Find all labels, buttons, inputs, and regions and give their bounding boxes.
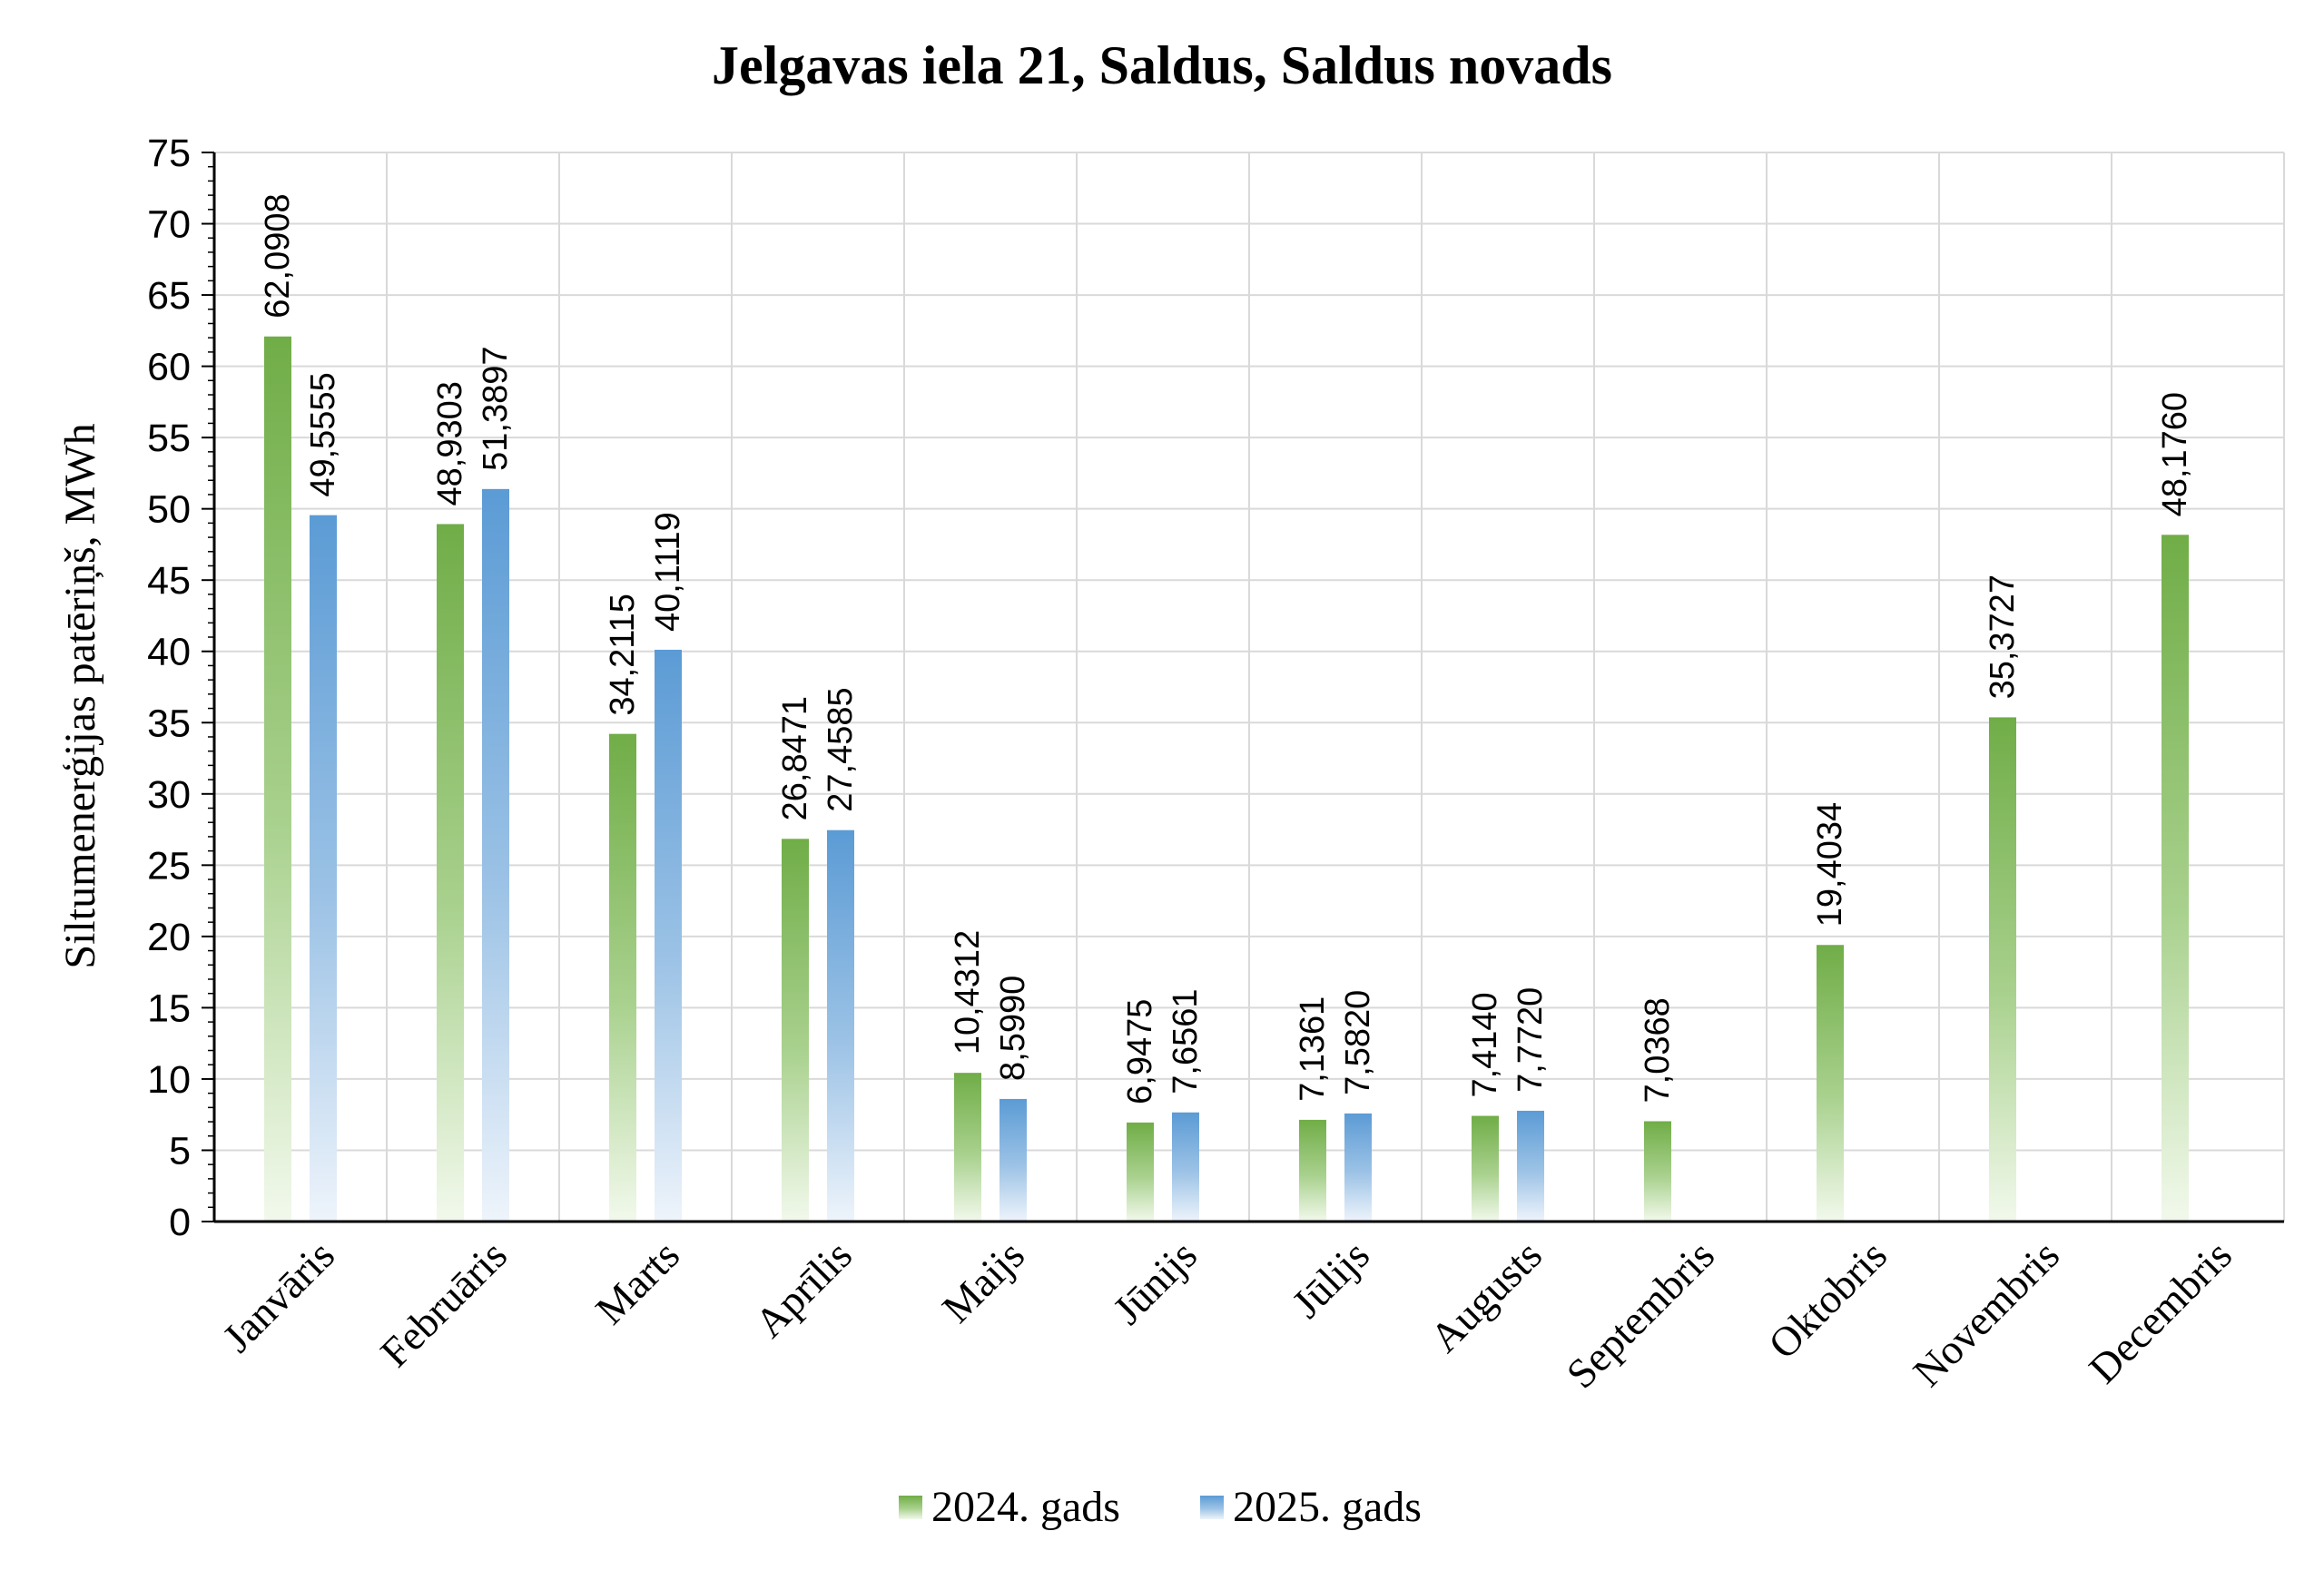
data-label: 7,1361 [1294,996,1332,1102]
y-tick-label: 25 [147,844,191,888]
data-label: 7,4140 [1466,992,1504,1097]
bar-2024 [1989,717,2016,1222]
y-tick-label: 65 [147,274,191,318]
y-tick-label: 15 [147,986,191,1030]
bar-2024 [1644,1121,1671,1222]
y-tick-label: 0 [169,1201,191,1244]
y-tick-label: 55 [147,417,191,460]
data-label: 27,4585 [822,687,860,811]
bar-2024 [1817,945,1844,1222]
legend-label: 2025. gads [1233,1483,1422,1531]
y-tick-label: 20 [147,916,191,959]
bar-2024 [954,1073,981,1222]
bar-2025 [310,515,337,1222]
bar-2024 [1472,1115,1499,1222]
x-category-label: Aprīlis [746,1232,861,1346]
y-tick-label: 40 [147,631,191,674]
x-category-label: Jūlijs [1283,1232,1378,1327]
x-category-label: Novembris [1904,1232,2068,1396]
x-category-label: Oktobris [1759,1232,1896,1368]
legend-label: 2024. gads [931,1483,1120,1531]
y-axis-title: Siltumenerģijas patēriņš, MWh [56,423,104,968]
y-tick-label: 5 [169,1129,191,1173]
y-tick-label: 45 [147,559,191,603]
chart-title: Jelgavas iela 21, Saldus, Saldus novads [712,35,1612,95]
data-label: 7,6561 [1167,989,1205,1094]
bar-2025 [1517,1110,1544,1222]
y-tick-label: 50 [147,488,191,532]
x-category-label: Janvāris [213,1232,343,1361]
x-category-label: Februāris [371,1232,516,1376]
bar-2024 [2162,535,2189,1222]
y-tick-label: 30 [147,773,191,817]
bar-2024 [264,336,291,1222]
data-label: 8,5990 [994,976,1032,1081]
bar-2025 [827,829,854,1222]
y-tick-label: 35 [147,702,191,745]
y-tick-label: 60 [147,346,191,389]
bar-2025 [1172,1112,1199,1222]
y-tick-label: 10 [147,1058,191,1102]
bar-2024 [782,839,809,1222]
bar-2025 [655,649,682,1222]
x-category-label: Marts [586,1232,688,1333]
y-tick-label: 70 [147,203,191,247]
bar-2025 [482,488,509,1222]
data-label: 35,3727 [1984,574,2022,699]
data-label: 10,4312 [949,930,987,1055]
data-label: 40,1119 [649,512,687,632]
bar-2024 [609,733,636,1222]
x-category-label: Decembris [2080,1232,2240,1392]
data-label: 19,4034 [1811,802,1849,927]
x-category-label: Maijs [933,1232,1033,1331]
data-label: 7,7720 [1512,987,1550,1093]
data-label: 48,9303 [431,381,469,505]
legend-swatch-2024 [899,1496,922,1519]
data-label: 49,5555 [304,372,342,496]
data-label: 51,3897 [477,346,515,470]
y-tick-label: 75 [147,132,191,175]
data-label: 48,1760 [2156,392,2194,516]
bar-2025 [1000,1098,1027,1222]
x-category-label: Jūnijs [1104,1232,1206,1333]
data-label: 26,8471 [776,696,814,820]
data-label: 7,5820 [1339,990,1377,1095]
data-label: 7,0368 [1639,997,1677,1103]
bar-2024 [437,524,464,1222]
data-label: 62,0908 [259,193,297,318]
data-label: 6,9475 [1121,999,1159,1104]
x-category-label: Septembris [1558,1232,1723,1397]
bar-2024 [1299,1119,1326,1222]
data-label: 34,2115 [604,594,642,716]
x-category-label: Augusts [1421,1232,1551,1361]
legend-swatch-2025 [1200,1496,1224,1519]
bar-2024 [1127,1122,1154,1222]
bar-2025 [1344,1113,1372,1222]
